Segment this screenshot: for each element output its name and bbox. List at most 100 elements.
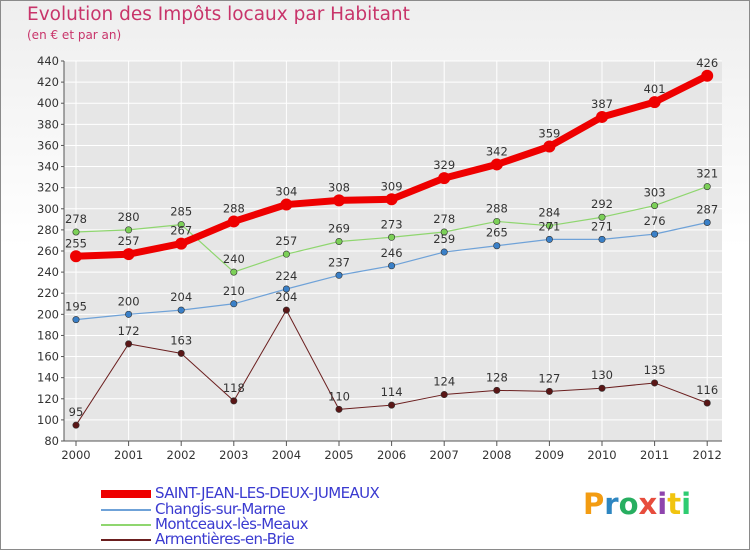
data-point — [545, 387, 553, 395]
data-label: 204 — [275, 290, 297, 304]
y-tick-label: 120 — [37, 392, 59, 406]
data-point — [598, 384, 606, 392]
y-tick-label: 300 — [37, 202, 59, 216]
data-label: 387 — [591, 97, 613, 111]
data-label: 292 — [591, 197, 613, 211]
y-tick-label: 80 — [44, 434, 59, 448]
data-point — [438, 172, 451, 185]
logo-letter: P — [583, 487, 605, 521]
legend-swatch — [101, 509, 151, 511]
data-point — [72, 316, 80, 324]
legend-label: Montceaux-lès-Meaux — [155, 515, 309, 533]
data-point — [72, 421, 80, 429]
x-tick-label: 2002 — [167, 448, 196, 462]
data-point — [122, 248, 135, 261]
data-label: 303 — [644, 186, 666, 200]
logo-letter: r — [604, 487, 619, 521]
chart-title: Evolution des Impôts locaux par Habitant — [27, 4, 410, 25]
data-label: 172 — [118, 324, 140, 338]
data-point — [440, 248, 448, 256]
data-point — [333, 194, 345, 207]
legend-swatch — [101, 490, 151, 498]
data-point — [125, 226, 133, 234]
x-tick-label: 2000 — [61, 448, 90, 462]
data-label: 116 — [696, 383, 718, 397]
y-tick-label: 220 — [37, 286, 59, 300]
y-tick-label: 380 — [37, 117, 59, 131]
data-label: 342 — [486, 144, 508, 158]
data-label: 163 — [170, 333, 192, 347]
data-point — [175, 237, 188, 250]
y-tick-label: 420 — [37, 75, 59, 89]
data-point — [598, 213, 606, 221]
chart-subtitle: (en € et par an) — [27, 28, 122, 42]
data-label: 124 — [433, 375, 455, 389]
data-point — [177, 349, 185, 357]
data-point — [651, 379, 659, 387]
data-label: 130 — [591, 368, 613, 382]
legend-label: Armentières-en-Brie — [155, 530, 295, 548]
data-label: 280 — [118, 210, 140, 224]
legend-label: SAINT-JEAN-LES-DEUX-JUMEAUX — [155, 484, 380, 502]
data-point — [701, 69, 714, 82]
data-label: 195 — [65, 300, 87, 314]
data-label: 255 — [65, 236, 87, 250]
data-point — [335, 405, 343, 413]
data-label: 257 — [118, 234, 140, 248]
data-label: 308 — [328, 180, 350, 194]
data-point — [227, 215, 240, 228]
legend-label: Changis-sur-Marne — [155, 500, 286, 518]
x-tick-label: 2008 — [482, 448, 511, 462]
data-label: 210 — [223, 284, 245, 298]
y-tick-label: 280 — [37, 223, 59, 237]
data-point — [280, 198, 293, 211]
data-point — [651, 202, 659, 210]
proxiti-logo: Proxiti — [583, 487, 691, 521]
data-point — [70, 250, 82, 263]
data-point — [335, 238, 343, 246]
logo-letter: i — [657, 487, 668, 521]
x-tick-label: 2005 — [324, 448, 353, 462]
data-point — [385, 193, 398, 206]
data-point — [543, 140, 556, 153]
data-label: 200 — [118, 294, 140, 308]
data-point — [388, 401, 396, 409]
data-point — [545, 235, 553, 243]
data-label: 288 — [486, 201, 508, 215]
data-point — [177, 221, 185, 229]
data-point — [490, 158, 503, 171]
legend-swatch — [101, 524, 151, 526]
data-label: 276 — [644, 214, 666, 228]
data-point — [177, 306, 185, 314]
y-tick-label: 240 — [37, 265, 59, 279]
x-tick-label: 2007 — [430, 448, 459, 462]
data-label: 278 — [65, 212, 87, 226]
data-label: 278 — [433, 212, 455, 226]
y-tick-label: 160 — [37, 350, 59, 364]
x-tick-label: 2012 — [693, 448, 722, 462]
data-label: 288 — [223, 201, 245, 215]
x-tick-label: 2006 — [377, 448, 406, 462]
data-label: 135 — [644, 363, 666, 377]
y-tick-label: 180 — [37, 328, 59, 342]
data-point — [282, 285, 290, 293]
data-label: 309 — [381, 179, 403, 193]
data-point — [651, 230, 659, 238]
data-point — [335, 271, 343, 279]
data-label: 401 — [644, 82, 666, 96]
data-point — [230, 300, 238, 308]
data-label: 271 — [538, 219, 560, 233]
x-tick-label: 2011 — [640, 448, 669, 462]
data-label: 95 — [69, 405, 84, 419]
data-point — [598, 235, 606, 243]
data-point — [493, 217, 501, 225]
data-label: 359 — [538, 127, 560, 141]
x-tick-label: 2010 — [587, 448, 616, 462]
data-point — [230, 268, 238, 276]
data-label: 110 — [328, 389, 350, 403]
data-point — [125, 310, 133, 318]
data-point — [388, 233, 396, 241]
data-label: 246 — [381, 246, 403, 260]
data-label: 265 — [486, 226, 508, 240]
